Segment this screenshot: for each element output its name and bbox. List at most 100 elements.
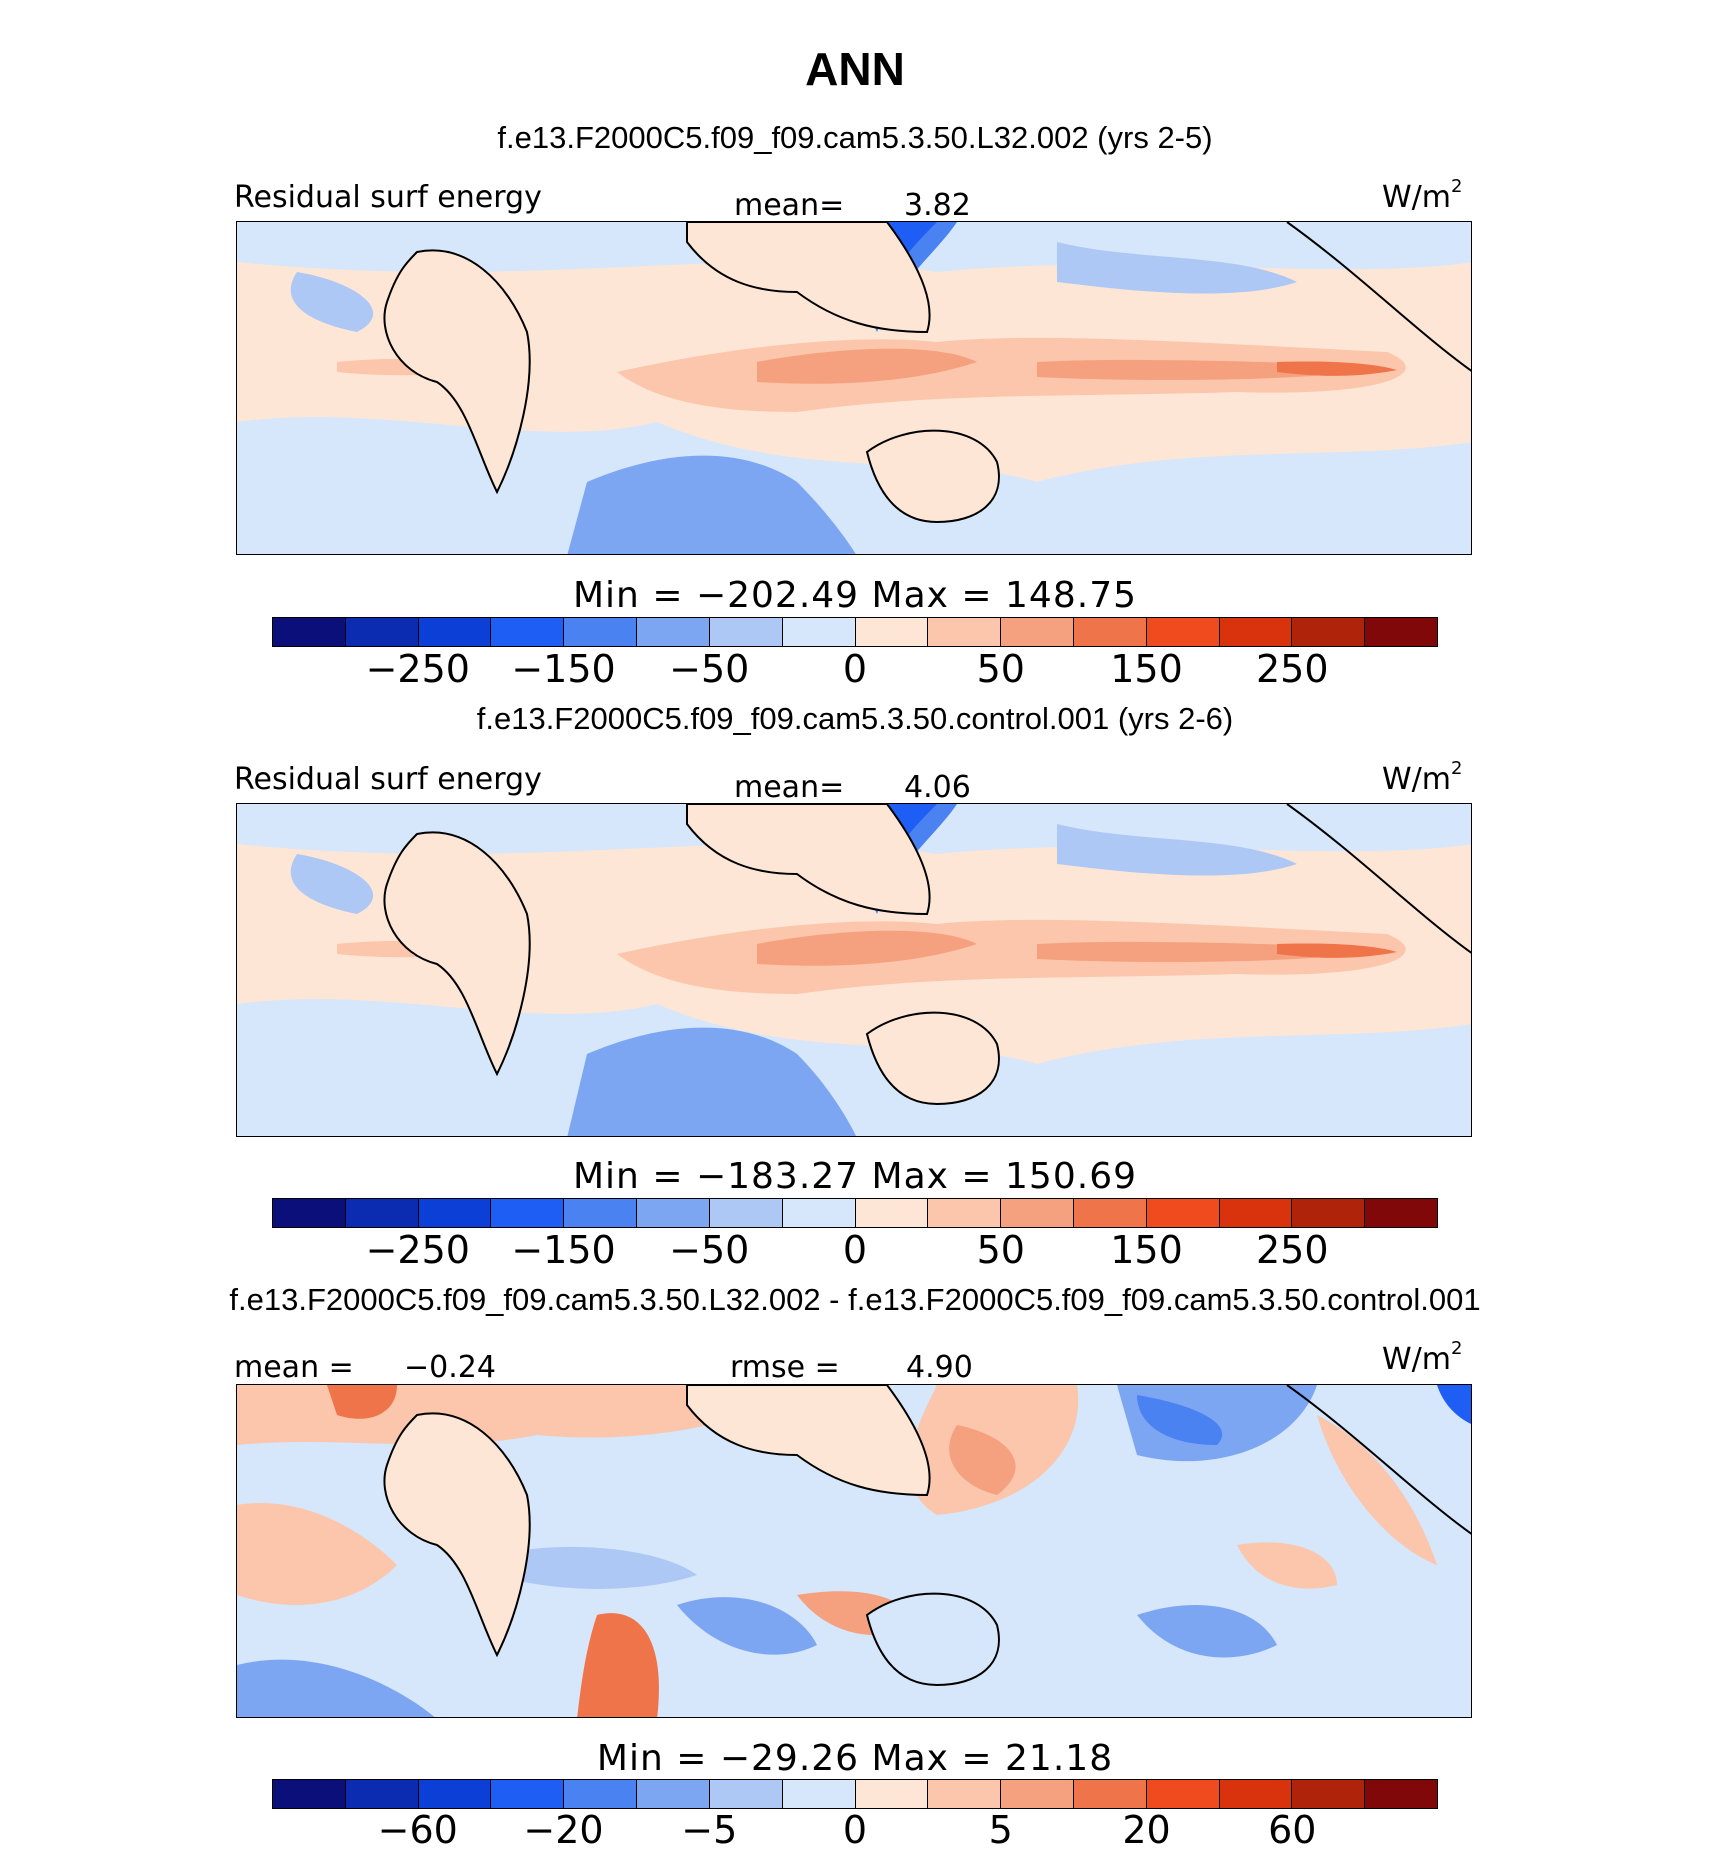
panel-2-colorbar-swatch xyxy=(928,1199,1002,1227)
colorbar-tick-label: −50 xyxy=(669,647,750,691)
panel-3-colorbar-swatch xyxy=(928,1780,1002,1808)
panel-2-colorbar-swatch xyxy=(418,1199,492,1227)
colorbar-tick-label: −60 xyxy=(377,1808,458,1852)
colorbar-tick-label: −50 xyxy=(669,1228,750,1272)
panel-1-colorbar-swatch xyxy=(782,618,856,646)
colorbar-tick-label: 150 xyxy=(1110,647,1183,691)
colorbar-tick-label: −250 xyxy=(365,647,470,691)
panel-1-colorbar xyxy=(272,617,1438,647)
panel-2-map xyxy=(236,803,1472,1137)
panel-3-colorbar-swatch xyxy=(1219,1780,1293,1808)
panel-3-rmse-value: 4.90 xyxy=(906,1350,973,1385)
panel-3-colorbar-swatch xyxy=(491,1780,565,1808)
panel-3-colorbar-swatch xyxy=(709,1780,783,1808)
panel-3-colorbar-swatch xyxy=(273,1780,346,1808)
panel-3-map-svg xyxy=(237,1385,1471,1717)
panel-1-colorbar-swatch xyxy=(564,618,638,646)
panel-2-units: W/m2 xyxy=(1382,758,1463,797)
panel-1-units: W/m2 xyxy=(1382,176,1463,215)
panel-1-colorbar-swatch xyxy=(1365,618,1437,646)
panel-1-mean-value: 3.82 xyxy=(904,188,971,223)
colorbar-tick-label: −20 xyxy=(523,1808,604,1852)
panel-2-minmax: Min = −183.27 Max = 150.69 xyxy=(572,1156,1137,1197)
panel-3-colorbar-ticks: −60 −20 −5 0 5 20 60 xyxy=(0,1808,1710,1852)
colorbar-tick-label: 150 xyxy=(1110,1228,1183,1272)
panel-2-colorbar-swatch xyxy=(782,1199,856,1227)
colorbar-tick-label: −150 xyxy=(511,647,616,691)
panel-2-colorbar-swatch xyxy=(1365,1199,1437,1227)
panel-3-map xyxy=(236,1384,1472,1718)
panel-3-colorbar-swatch xyxy=(1146,1780,1220,1808)
colorbar-tick-label: 0 xyxy=(842,1808,868,1852)
panel-2-mean-label: mean= xyxy=(734,770,845,805)
panel-2-colorbar-swatch xyxy=(1219,1199,1293,1227)
panel-1-colorbar-swatch xyxy=(345,618,419,646)
colorbar-tick-label: 250 xyxy=(1255,647,1329,691)
panel-1-case-title: f.e13.F2000C5.f09_f09.cam5.3.50.L32.002 … xyxy=(497,120,1213,155)
panel-2-colorbar-swatch xyxy=(1146,1199,1220,1227)
panel-2-colorbar-swatch xyxy=(345,1199,419,1227)
panel-3-colorbar-swatch xyxy=(1292,1780,1366,1808)
panel-3-rmse-label: rmse = xyxy=(730,1350,840,1385)
panel-2-colorbar-swatch xyxy=(1292,1199,1366,1227)
panel-2-colorbar xyxy=(272,1198,1438,1228)
panel-2-colorbar-swatch xyxy=(855,1199,929,1227)
panel-3-colorbar-swatch xyxy=(1365,1780,1437,1808)
colorbar-tick-label: −5 xyxy=(681,1808,738,1852)
panel-2-map-svg xyxy=(237,804,1471,1136)
panel-3-colorbar-swatch xyxy=(1073,1780,1147,1808)
panel-2-colorbar-swatch xyxy=(1073,1199,1147,1227)
colorbar-tick-label: 50 xyxy=(976,1228,1025,1272)
panel-3-colorbar-swatch xyxy=(782,1780,856,1808)
colorbar-tick-label: 5 xyxy=(988,1808,1013,1852)
colorbar-tick-label: −150 xyxy=(511,1228,616,1272)
colorbar-tick-label: 0 xyxy=(842,1228,868,1272)
panel-1-colorbar-swatch xyxy=(491,618,565,646)
panel-2-case-title: f.e13.F2000C5.f09_f09.cam5.3.50.control.… xyxy=(476,701,1234,736)
panel-1-colorbar-swatch xyxy=(709,618,783,646)
panel-2-colorbar-swatch xyxy=(273,1199,346,1227)
panel-1-colorbar-swatch xyxy=(1001,618,1074,646)
panel-1-colorbar-swatch xyxy=(1146,618,1220,646)
panel-2-colorbar-ticks: −250 −150 −50 0 50 150 250 xyxy=(0,1228,1710,1272)
panel-1-map xyxy=(236,221,1472,555)
panel-1-map-svg xyxy=(237,222,1471,554)
panel-1-colorbar-swatch xyxy=(1073,618,1147,646)
colorbar-tick-label: −250 xyxy=(365,1228,470,1272)
panel-2-colorbar-swatch xyxy=(491,1199,565,1227)
panel-2-colorbar-swatch xyxy=(564,1199,638,1227)
panel-2-colorbar-swatch xyxy=(1001,1199,1074,1227)
panel-3-colorbar xyxy=(272,1779,1438,1809)
panel-3-colorbar-swatch xyxy=(564,1780,638,1808)
panel-3-colorbar-swatch xyxy=(1001,1780,1074,1808)
panel-3-minmax: Min = −29.26 Max = 21.18 xyxy=(596,1738,1114,1779)
colorbar-tick-label: 20 xyxy=(1122,1808,1171,1852)
panel-1-colorbar-ticks: −250 −150 −50 0 50 150 250 xyxy=(0,647,1710,691)
panel-3-mean-label: mean = xyxy=(234,1350,354,1385)
panel-3-colorbar-swatch xyxy=(637,1780,710,1808)
panel-2-variable-label: Residual surf energy xyxy=(234,762,542,797)
panel-2-mean-value: 4.06 xyxy=(904,770,971,805)
panel-2-colorbar-swatch xyxy=(637,1199,710,1227)
panel-1-minmax: Min = −202.49 Max = 148.75 xyxy=(572,575,1137,616)
colorbar-tick-label: 50 xyxy=(976,647,1025,691)
panel-1-variable-label: Residual surf energy xyxy=(234,180,542,215)
colorbar-tick-label: 60 xyxy=(1268,1808,1317,1852)
panel-3-colorbar-swatch xyxy=(418,1780,492,1808)
chart-title: ANN xyxy=(805,43,905,95)
colorbar-tick-label: 0 xyxy=(842,647,868,691)
panel-3-case-title: f.e13.F2000C5.f09_f09.cam5.3.50.L32.002 … xyxy=(229,1282,1481,1317)
colorbar-tick-label: 250 xyxy=(1255,1228,1329,1272)
panel-1-mean-label: mean= xyxy=(734,188,845,223)
panel-1-colorbar-swatch xyxy=(1292,618,1366,646)
panel-3-units: W/m2 xyxy=(1382,1338,1463,1377)
panel-1-colorbar-swatch xyxy=(1219,618,1293,646)
panel-1-colorbar-swatch xyxy=(637,618,710,646)
panel-1-colorbar-swatch xyxy=(418,618,492,646)
panel-2-colorbar-swatch xyxy=(709,1199,783,1227)
panel-1-colorbar-swatch xyxy=(855,618,929,646)
panel-3-mean-value: −0.24 xyxy=(404,1350,496,1385)
panel-1-colorbar-swatch xyxy=(928,618,1002,646)
panel-3-colorbar-swatch xyxy=(345,1780,419,1808)
panel-3-colorbar-swatch xyxy=(855,1780,929,1808)
